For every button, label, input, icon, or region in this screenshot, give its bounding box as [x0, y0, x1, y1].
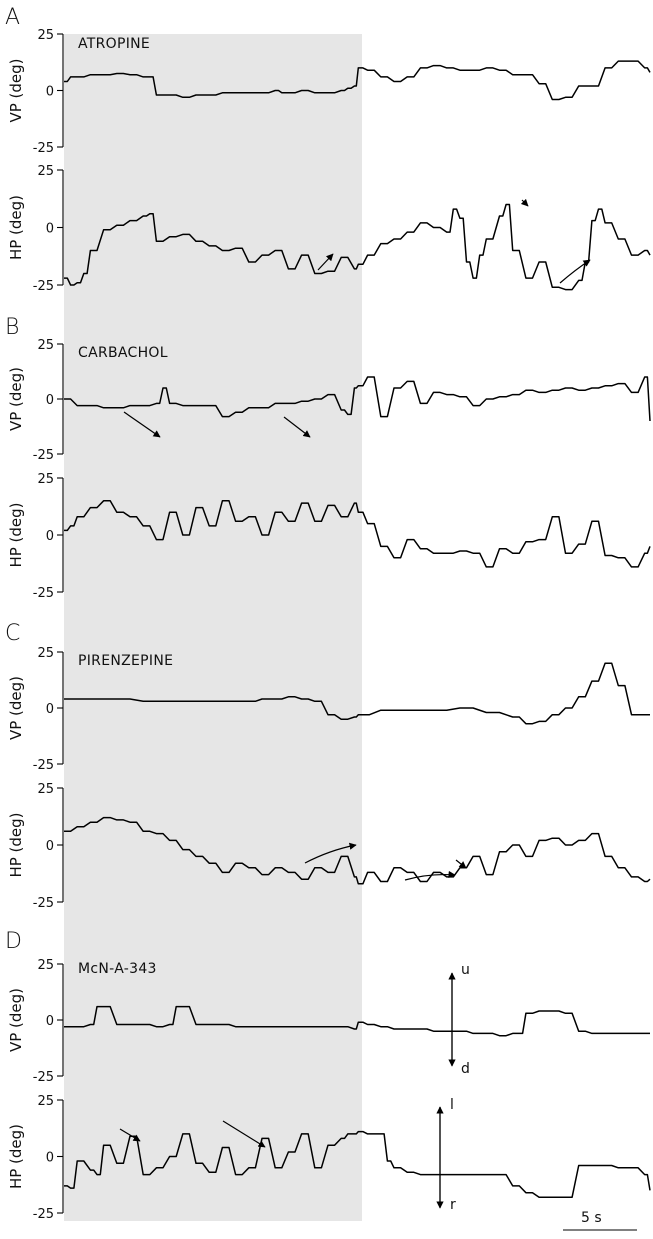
y-tick-label: 25 [37, 338, 54, 353]
channel-hp: 25 0 -25 HP (deg) [7, 472, 651, 601]
drug-name: CARBACHOL [78, 345, 168, 361]
y-tick-label: -25 [33, 279, 54, 294]
y-tick-label: 25 [37, 28, 54, 43]
y-axis-label: HP (deg) [7, 812, 25, 877]
y-axis-label: VP (deg) [7, 988, 25, 1052]
calibration-bars: u d l r [436, 962, 470, 1213]
y-axis-label: VP (deg) [7, 58, 25, 122]
trace-line [64, 60, 651, 101]
y-axis-label: HP (deg) [7, 502, 25, 567]
drift-arrow [119, 1128, 141, 1142]
y-tick-label: 25 [37, 1094, 54, 1109]
drug-shading [64, 34, 362, 1221]
y-tick-label: 25 [37, 164, 54, 179]
channel-vp: 25 0 -25 VP (deg) [7, 28, 651, 156]
y-tick-label: -25 [33, 141, 54, 156]
y-tick-label: 0 [46, 1151, 54, 1166]
y-tick-label: -25 [33, 758, 54, 773]
channel-vp: 25 0 -25 VP (deg) [7, 338, 651, 463]
drift-arrow [520, 198, 529, 207]
left-label: l [450, 1097, 454, 1113]
y-tick-label: -25 [33, 586, 54, 601]
channel-hp: 25 0 -25 HP (deg) [7, 164, 651, 294]
y-tick-label: -25 [33, 896, 54, 911]
channel-vp: 25 0 -25 VP (deg) [7, 958, 650, 1085]
y-tick-label: 25 [37, 646, 54, 661]
panel-letter: A [5, 5, 20, 30]
trace-line [64, 662, 650, 725]
y-axis-label: HP (deg) [7, 195, 25, 260]
panel-C: C PIRENZEPINE 25 0 -25 VP (deg) 25 0 -25 HP (deg) [5, 621, 651, 911]
channel-vp: 25 0 -25 VP (deg) [7, 646, 650, 773]
drift-arrow [304, 842, 357, 864]
drift-arrow [559, 259, 591, 284]
panel-B: B CARBACHOL 25 0 -25 VP (deg) 25 0 -25 HP (deg) [5, 315, 651, 601]
trace-line [64, 376, 651, 422]
panel-letter: D [5, 929, 22, 954]
trace-line [64, 816, 651, 885]
drug-name: ATROPINE [78, 36, 150, 52]
right-label: r [450, 1197, 456, 1213]
drift-arrow [222, 1120, 266, 1148]
y-axis-label: VP (deg) [7, 367, 25, 431]
drug-name: McN-A-343 [78, 961, 157, 977]
drift-arrow [317, 253, 334, 271]
drift-arrow [283, 416, 311, 438]
y-axis-label: VP (deg) [7, 676, 25, 740]
drift-arrow [123, 411, 161, 438]
trace-line [64, 500, 651, 568]
trace-line [64, 203, 651, 291]
y-tick-label: 0 [46, 702, 54, 717]
panel-letter: B [5, 315, 19, 340]
time-scale-label: 5 s [581, 1210, 602, 1226]
y-tick-label: -25 [33, 1207, 54, 1222]
y-tick-label: 25 [37, 958, 54, 973]
y-tick-label: 0 [46, 393, 54, 408]
down-label: d [461, 1061, 470, 1077]
channel-hp: 25 0 -25 HP (deg) [7, 1094, 651, 1222]
y-axis-label: HP (deg) [7, 1124, 25, 1189]
y-tick-label: -25 [33, 448, 54, 463]
trace-line [64, 1005, 650, 1037]
drug-name: PIRENZEPINE [78, 653, 173, 669]
drift-arrow [455, 859, 467, 869]
trace-line [64, 1130, 651, 1198]
panel-D: D McN-A-343 25 0 -25 VP (deg) 25 0 -25 HP (deg) [5, 929, 651, 1222]
drift-arrow [404, 870, 456, 881]
y-tick-label: 0 [46, 222, 54, 237]
y-tick-label: 25 [37, 782, 54, 797]
time-scale-bar: 5 s [563, 1210, 637, 1231]
y-tick-label: 0 [46, 85, 54, 100]
y-tick-label: 0 [46, 529, 54, 544]
panel-letter: C [5, 621, 20, 646]
y-tick-label: 25 [37, 472, 54, 487]
up-label: u [461, 962, 470, 978]
y-tick-label: -25 [33, 1070, 54, 1085]
channel-hp: 25 0 -25 HP (deg) [7, 782, 651, 911]
panel-A: A ATROPINE 25 0 -25 VP (deg) 25 0 -25 HP (deg) [5, 5, 651, 294]
y-tick-label: 0 [46, 1014, 54, 1029]
y-tick-label: 0 [46, 839, 54, 854]
